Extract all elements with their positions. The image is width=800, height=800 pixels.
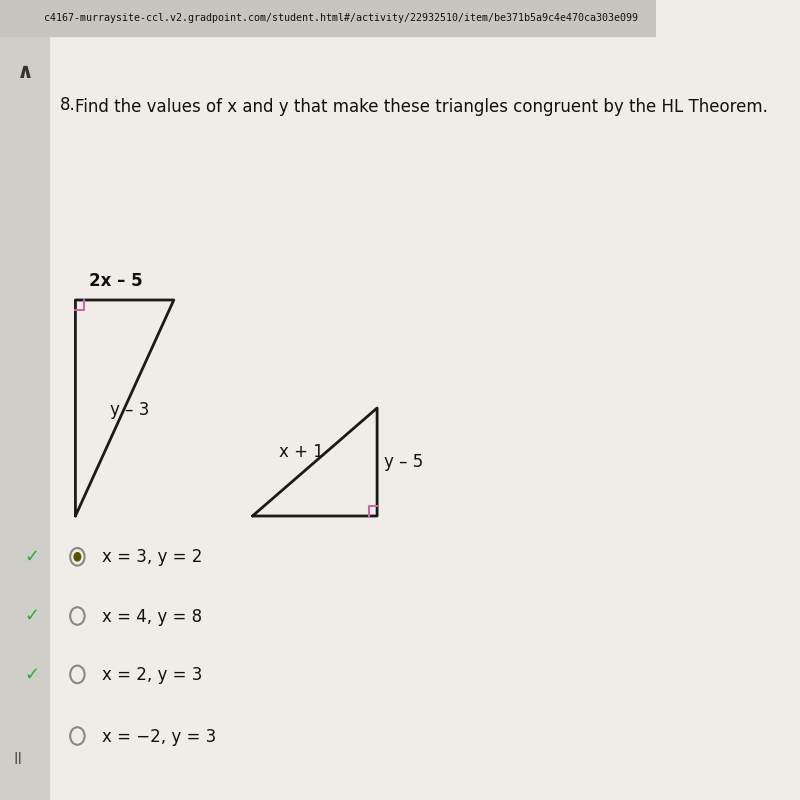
Text: x = −2, y = 3: x = −2, y = 3 bbox=[102, 728, 216, 746]
Bar bbox=[0, 0, 49, 800]
Text: ✓: ✓ bbox=[24, 666, 39, 683]
Text: ✓: ✓ bbox=[24, 548, 39, 566]
Text: x + 1: x + 1 bbox=[278, 443, 324, 461]
Text: x = 2, y = 3: x = 2, y = 3 bbox=[102, 666, 202, 684]
Text: Find the values of x and y that make these triangles congruent by the HL Theorem: Find the values of x and y that make the… bbox=[75, 98, 768, 115]
Text: x = 3, y = 2: x = 3, y = 2 bbox=[102, 549, 202, 566]
Text: y – 5: y – 5 bbox=[384, 454, 423, 471]
Text: c4167-murraysite-ccl.v2.gradpoint.com/student.html#/activity/22932510/item/be371: c4167-murraysite-ccl.v2.gradpoint.com/st… bbox=[44, 14, 638, 23]
Text: 2x – 5: 2x – 5 bbox=[89, 271, 142, 290]
Text: x = 4, y = 8: x = 4, y = 8 bbox=[102, 608, 202, 626]
Text: II: II bbox=[14, 753, 23, 767]
Text: y – 3: y – 3 bbox=[110, 401, 150, 418]
Circle shape bbox=[74, 552, 82, 562]
Text: 8.: 8. bbox=[60, 96, 76, 114]
Bar bbox=[0, 0, 656, 36]
Text: ∧: ∧ bbox=[17, 62, 34, 82]
Text: ✓: ✓ bbox=[24, 607, 39, 625]
